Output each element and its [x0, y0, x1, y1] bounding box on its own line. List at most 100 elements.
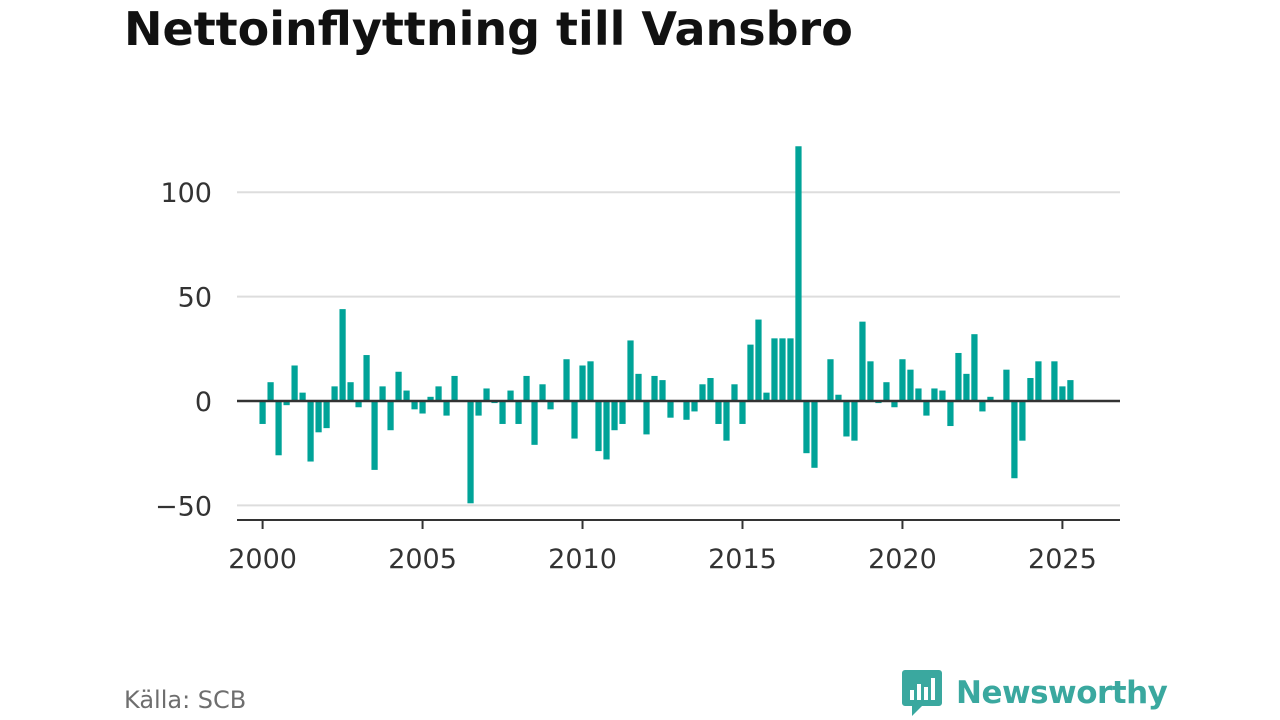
bar [915, 388, 922, 401]
bar [627, 340, 634, 401]
bar [859, 321, 866, 401]
bar [259, 400, 266, 424]
bar [795, 146, 802, 401]
bar [315, 400, 322, 433]
bar [747, 344, 754, 401]
bar [1027, 378, 1034, 401]
bar [347, 382, 354, 401]
bar [963, 373, 970, 401]
bar [1003, 369, 1010, 401]
bar [283, 400, 290, 406]
bar [531, 400, 538, 445]
bar [547, 400, 554, 410]
bar [979, 400, 986, 412]
y-tick-label: 0 [195, 387, 212, 418]
bar [395, 371, 402, 401]
bar [1019, 400, 1026, 441]
bar [651, 375, 658, 401]
bar [867, 361, 874, 401]
x-tick-label: 2010 [548, 544, 617, 575]
bar [331, 386, 338, 401]
bar [427, 396, 434, 401]
chart-title: Nettoinflyttning till Vansbro [124, 2, 853, 56]
x-tick-label: 2025 [1028, 544, 1097, 575]
bar [275, 400, 282, 456]
source-label: Källa: SCB [124, 686, 247, 714]
axes [237, 399, 1120, 529]
bar [435, 386, 442, 401]
bar [635, 373, 642, 401]
bar [683, 400, 690, 420]
bar [507, 390, 514, 401]
bar [299, 392, 306, 401]
bar [379, 386, 386, 401]
bar [595, 400, 602, 452]
y-tick-label: 50 [178, 283, 212, 314]
bar [723, 400, 730, 441]
y-tick-labels: −50 0 50 100 [155, 178, 212, 522]
bar [899, 359, 906, 401]
bar [955, 352, 962, 401]
bar [883, 382, 890, 401]
bar [667, 400, 674, 418]
newsworthy-logo-icon [902, 670, 942, 716]
y-tick-label: −50 [155, 491, 212, 522]
bar [611, 400, 618, 431]
bar [787, 338, 794, 401]
bar [355, 400, 362, 408]
bar [419, 400, 426, 414]
bar [571, 400, 578, 439]
bar [339, 309, 346, 401]
bar [779, 338, 786, 401]
bar [947, 400, 954, 427]
bar [451, 375, 458, 401]
bar [803, 400, 810, 454]
bar [323, 400, 330, 429]
bar [291, 365, 298, 401]
bar [987, 396, 994, 401]
bar [307, 400, 314, 462]
bar [691, 400, 698, 412]
bar [443, 400, 450, 416]
gridlines [237, 191, 1120, 507]
bar [1059, 386, 1066, 401]
bar [699, 384, 706, 401]
brand-logo: Newsworthy [902, 670, 1168, 716]
x-tick-label: 2015 [708, 544, 777, 575]
bar [739, 400, 746, 424]
y-tick-label: 100 [160, 178, 212, 209]
bar [1067, 380, 1074, 401]
bar [851, 400, 858, 441]
bar [1051, 361, 1058, 401]
bar [499, 400, 506, 424]
bar [1035, 361, 1042, 401]
bar [387, 400, 394, 431]
bar [891, 400, 898, 408]
bar [267, 382, 274, 401]
x-tick-label: 2020 [868, 544, 937, 575]
bar [403, 390, 410, 401]
x-tick-label: 2005 [388, 544, 457, 575]
bar [971, 334, 978, 401]
bar [843, 400, 850, 437]
x-tick-label: 2000 [228, 544, 297, 575]
bar [483, 388, 490, 401]
bar [715, 400, 722, 424]
bar [411, 400, 418, 410]
bar [603, 400, 610, 460]
bar [1011, 400, 1018, 479]
bar [523, 375, 530, 401]
bar [587, 361, 594, 401]
bar [827, 359, 834, 401]
bar [763, 392, 770, 401]
bar [755, 319, 762, 401]
bar [371, 400, 378, 470]
bar [923, 400, 930, 416]
bar [939, 390, 946, 401]
bar [563, 359, 570, 401]
bar [643, 400, 650, 435]
bar [907, 369, 914, 401]
bar [811, 400, 818, 468]
bar [659, 380, 666, 401]
